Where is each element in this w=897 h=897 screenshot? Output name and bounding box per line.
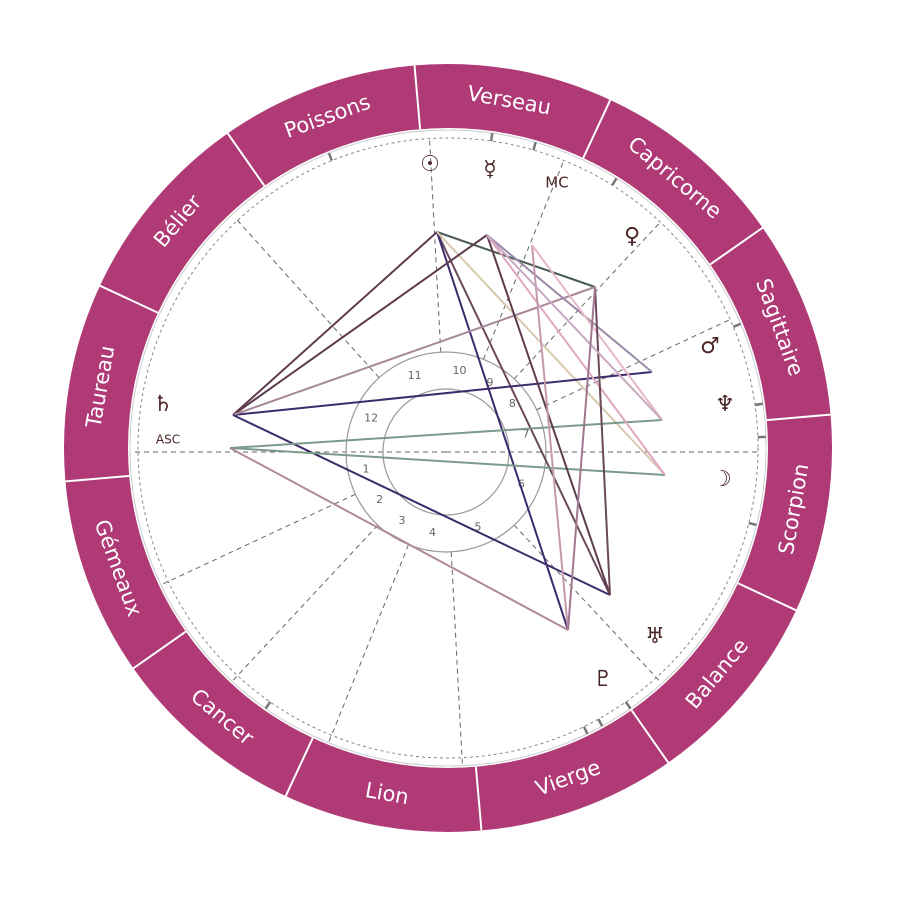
house-number: 6 [518,478,525,491]
aspect-line [531,244,569,631]
aspect-line [229,419,663,449]
degree-circle [137,137,759,759]
aspect-line [232,414,611,596]
sign-divider [630,709,670,764]
planet-glyph: ♆ [715,392,735,417]
planet-glyph: ☿ [483,157,497,182]
sign-divider [766,413,832,422]
sign-divider [132,630,187,670]
house-cusp [328,544,410,742]
degree-tick [624,701,632,710]
house-number: 12 [364,412,378,425]
degree-tick [732,322,742,329]
house-cusp [232,524,379,681]
aspect-line [436,231,666,476]
degree-tick [582,726,589,735]
sign-divider [709,226,764,266]
house-number: 3 [398,514,405,527]
aspect-line [232,234,488,416]
zodiac-ring: ScorpionBalanceViergeLionCancerGémeauxTa… [64,64,832,832]
planet-glyph: ☽ [712,467,732,492]
degree-tick [597,718,604,727]
house-number: 8 [509,397,516,410]
sign-divider [413,64,422,130]
house-number: 5 [475,520,482,533]
sign-divider [226,132,266,187]
aspect-line [232,371,653,416]
aspect-line [594,286,611,596]
house-circle-outer [345,351,547,553]
aspect-line [232,286,596,416]
planet-glyph: ♅ [645,624,665,649]
sign-divider [474,766,483,832]
aspect-line [232,231,438,416]
house-number: 9 [487,376,494,389]
asc-label: ASC [156,433,180,447]
aspect-line [567,286,596,631]
degree-tick [264,701,272,710]
house-number: 4 [429,526,436,539]
degree-tick [327,152,334,162]
house-cusp [450,551,463,764]
aspect-line [486,234,666,476]
inner-border [129,129,767,767]
aspect-line [229,447,569,631]
house-number: 7 [523,427,530,440]
planet-glyph: ♀ [624,224,640,249]
aspect-line [436,231,611,596]
sign-divider [64,474,130,483]
house-cusp [236,219,380,379]
sign-divider [98,284,159,314]
aspect-line [486,234,663,421]
aspect-line [229,447,666,476]
sign-divider [284,737,314,798]
planet-glyph: ☉ [420,152,440,177]
house-number: 10 [453,364,467,377]
degree-tick [489,132,494,142]
degree-tick [748,521,757,527]
house-cusp [513,524,660,681]
planet-glyph: ♂ [700,334,720,359]
ring-band [64,64,832,832]
degree-tick [754,402,764,407]
planet-glyph: ♇ [593,667,613,692]
mc-label: MC [545,174,568,192]
house-number: 11 [408,369,422,382]
degree-tick [611,177,618,186]
degree-tick [532,141,537,151]
house-number: 2 [376,493,383,506]
house-cusp [163,493,356,585]
sign-divider [737,582,798,612]
aspect-line [486,234,653,373]
planet-glyph: ♄ [153,392,173,417]
house-number: 1 [362,463,369,476]
sign-divider [582,98,612,159]
